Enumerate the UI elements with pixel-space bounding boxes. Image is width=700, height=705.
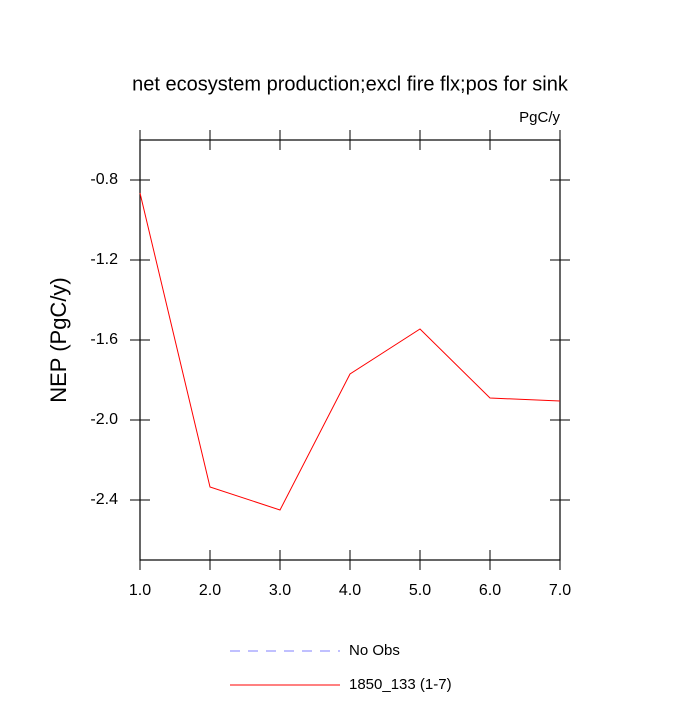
y-axis-label: NEP (PgC/y) [46,277,71,403]
legend-label: No Obs [349,642,400,659]
chart-title: net ecosystem production;excl fire flx;p… [132,73,569,95]
y-tick-label: -1.2 [90,251,118,268]
x-tick-label: 7.0 [549,582,571,599]
x-tick-label: 1.0 [129,582,151,599]
y-tick-label: -1.6 [90,331,118,348]
x-tick-label: 6.0 [479,582,501,599]
y-tick-label: -2.0 [90,411,118,428]
plot-frame [139,139,561,561]
x-tick-label: 2.0 [199,582,221,599]
x-tick-label: 5.0 [409,582,431,599]
x-tick-label: 4.0 [339,582,361,599]
units-label: PgC/y [519,109,560,126]
y-tick-label: -0.8 [90,171,118,188]
data-line [139,192,561,511]
x-tick-label: 3.0 [269,582,291,599]
legend-label: 1850_133 (1-7) [349,676,452,693]
y-tick-label: -2.4 [90,491,118,508]
